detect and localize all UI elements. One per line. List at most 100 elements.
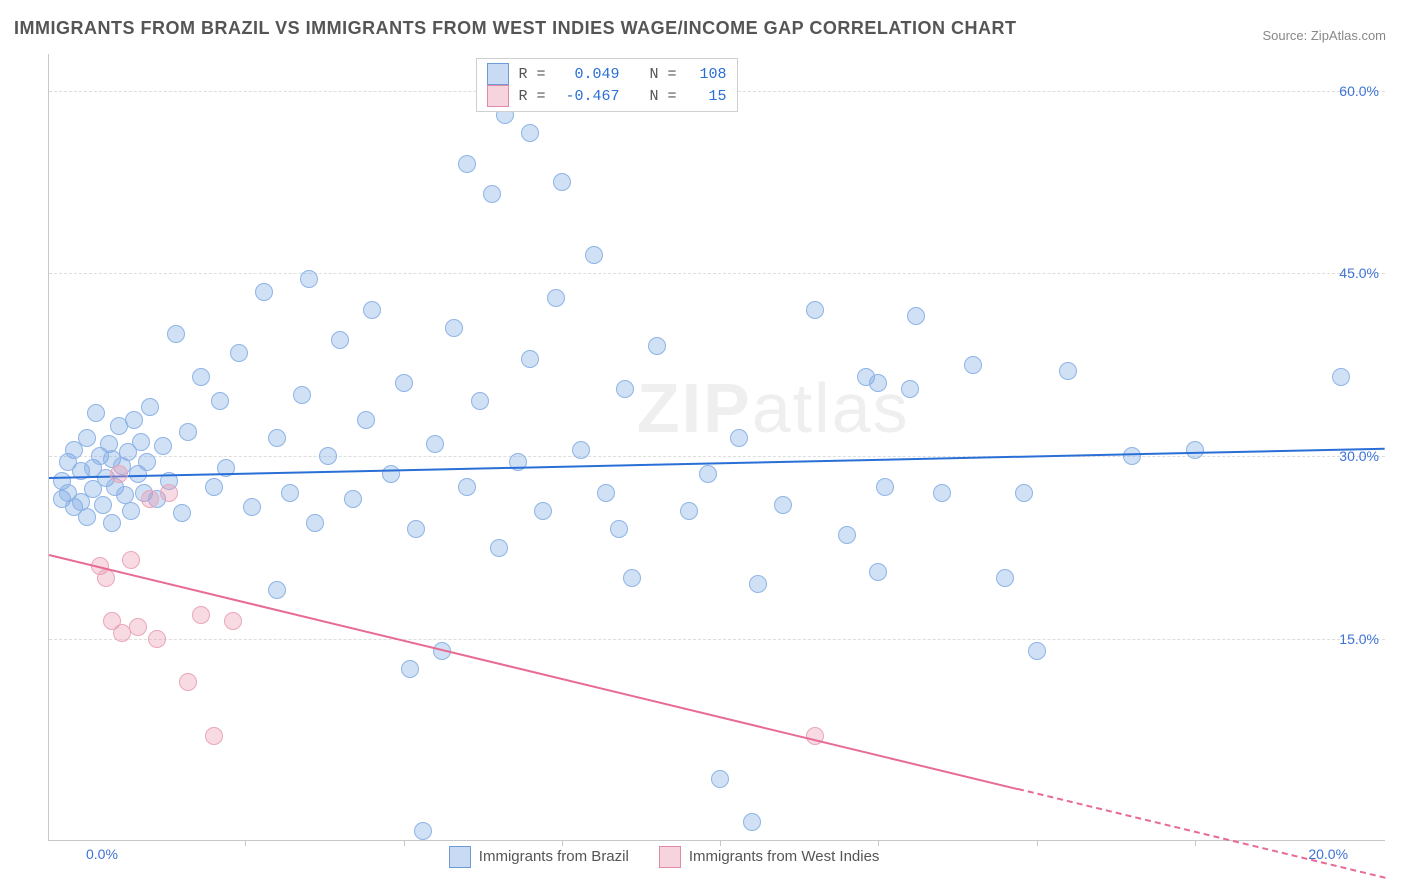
scatter-point — [78, 508, 96, 526]
scatter-point — [648, 337, 666, 355]
scatter-point — [616, 380, 634, 398]
source-label: Source: ZipAtlas.com — [1262, 28, 1386, 43]
scatter-point — [97, 569, 115, 587]
scatter-point — [94, 496, 112, 514]
scatter-point — [483, 185, 501, 203]
scatter-point — [838, 526, 856, 544]
scatter-point — [869, 563, 887, 581]
x-tick — [245, 840, 246, 846]
scatter-point — [869, 374, 887, 392]
scatter-point — [357, 411, 375, 429]
scatter-point — [255, 283, 273, 301]
scatter-point — [160, 484, 178, 502]
scatter-point — [521, 350, 539, 368]
scatter-point — [243, 498, 261, 516]
scatter-point — [749, 575, 767, 593]
legend-label: Immigrants from Brazil — [479, 848, 629, 865]
x-tick-label: 0.0% — [86, 846, 118, 862]
scatter-point — [331, 331, 349, 349]
scatter-point — [173, 504, 191, 522]
scatter-point — [211, 392, 229, 410]
scatter-point — [426, 435, 444, 453]
n-label: N = — [650, 88, 677, 105]
scatter-point — [395, 374, 413, 392]
y-tick-label: 15.0% — [1324, 631, 1379, 647]
scatter-point — [192, 606, 210, 624]
legend-label: Immigrants from West Indies — [689, 848, 880, 865]
scatter-point — [268, 429, 286, 447]
scatter-point — [224, 612, 242, 630]
scatter-point — [148, 630, 166, 648]
scatter-point — [192, 368, 210, 386]
scatter-point — [730, 429, 748, 447]
scatter-point — [78, 429, 96, 447]
scatter-point — [490, 539, 508, 557]
legend-swatch — [487, 85, 509, 107]
trend-line — [1018, 788, 1386, 879]
correlation-stats-box: R =0.049N =108R =-0.467N =15 — [476, 58, 738, 112]
scatter-point — [623, 569, 641, 587]
x-tick — [404, 840, 405, 846]
stats-row: R =-0.467N =15 — [487, 85, 727, 107]
scatter-point — [597, 484, 615, 502]
scatter-point — [901, 380, 919, 398]
legend-item: Immigrants from Brazil — [449, 846, 629, 868]
y-tick-label: 45.0% — [1324, 265, 1379, 281]
scatter-point — [179, 423, 197, 441]
scatter-point — [1332, 368, 1350, 386]
scatter-point — [471, 392, 489, 410]
scatter-point — [907, 307, 925, 325]
scatter-point — [521, 124, 539, 142]
scatter-point — [382, 465, 400, 483]
scatter-point — [129, 618, 147, 636]
trend-line — [49, 554, 1018, 790]
scatter-point — [743, 813, 761, 831]
gridline — [49, 273, 1385, 274]
scatter-point — [699, 465, 717, 483]
scatter-point — [87, 404, 105, 422]
scatter-point — [1028, 642, 1046, 660]
scatter-point — [407, 520, 425, 538]
scatter-point — [344, 490, 362, 508]
scatter-point — [876, 478, 894, 496]
scatter-plot-area: ZIPatlas — [48, 54, 1385, 841]
scatter-point — [132, 433, 150, 451]
scatter-point — [414, 822, 432, 840]
scatter-point — [122, 502, 140, 520]
scatter-point — [458, 155, 476, 173]
r-value: -0.467 — [556, 88, 620, 105]
scatter-point — [363, 301, 381, 319]
r-value: 0.049 — [556, 66, 620, 83]
scatter-point — [141, 490, 159, 508]
scatter-point — [281, 484, 299, 502]
y-tick-label: 60.0% — [1324, 83, 1379, 99]
legend-swatch — [659, 846, 681, 868]
scatter-point — [138, 453, 156, 471]
scatter-point — [711, 770, 729, 788]
scatter-point — [125, 411, 143, 429]
stats-row: R =0.049N =108 — [487, 63, 727, 85]
scatter-point — [141, 398, 159, 416]
scatter-point — [306, 514, 324, 532]
scatter-point — [774, 496, 792, 514]
scatter-point — [1186, 441, 1204, 459]
legend-swatch — [487, 63, 509, 85]
legend-item: Immigrants from West Indies — [659, 846, 880, 868]
scatter-point — [401, 660, 419, 678]
scatter-point — [585, 246, 603, 264]
scatter-point — [230, 344, 248, 362]
n-value: 108 — [687, 66, 727, 83]
chart-title: IMMIGRANTS FROM BRAZIL VS IMMIGRANTS FRO… — [14, 18, 1016, 39]
scatter-point — [547, 289, 565, 307]
scatter-point — [103, 514, 121, 532]
scatter-point — [553, 173, 571, 191]
r-label: R = — [519, 88, 546, 105]
scatter-point — [300, 270, 318, 288]
scatter-point — [1059, 362, 1077, 380]
scatter-point — [167, 325, 185, 343]
legend-bottom: Immigrants from Brazil Immigrants from We… — [449, 846, 880, 868]
scatter-point — [110, 465, 128, 483]
x-tick — [1037, 840, 1038, 846]
scatter-point — [205, 478, 223, 496]
x-tick — [1195, 840, 1196, 846]
